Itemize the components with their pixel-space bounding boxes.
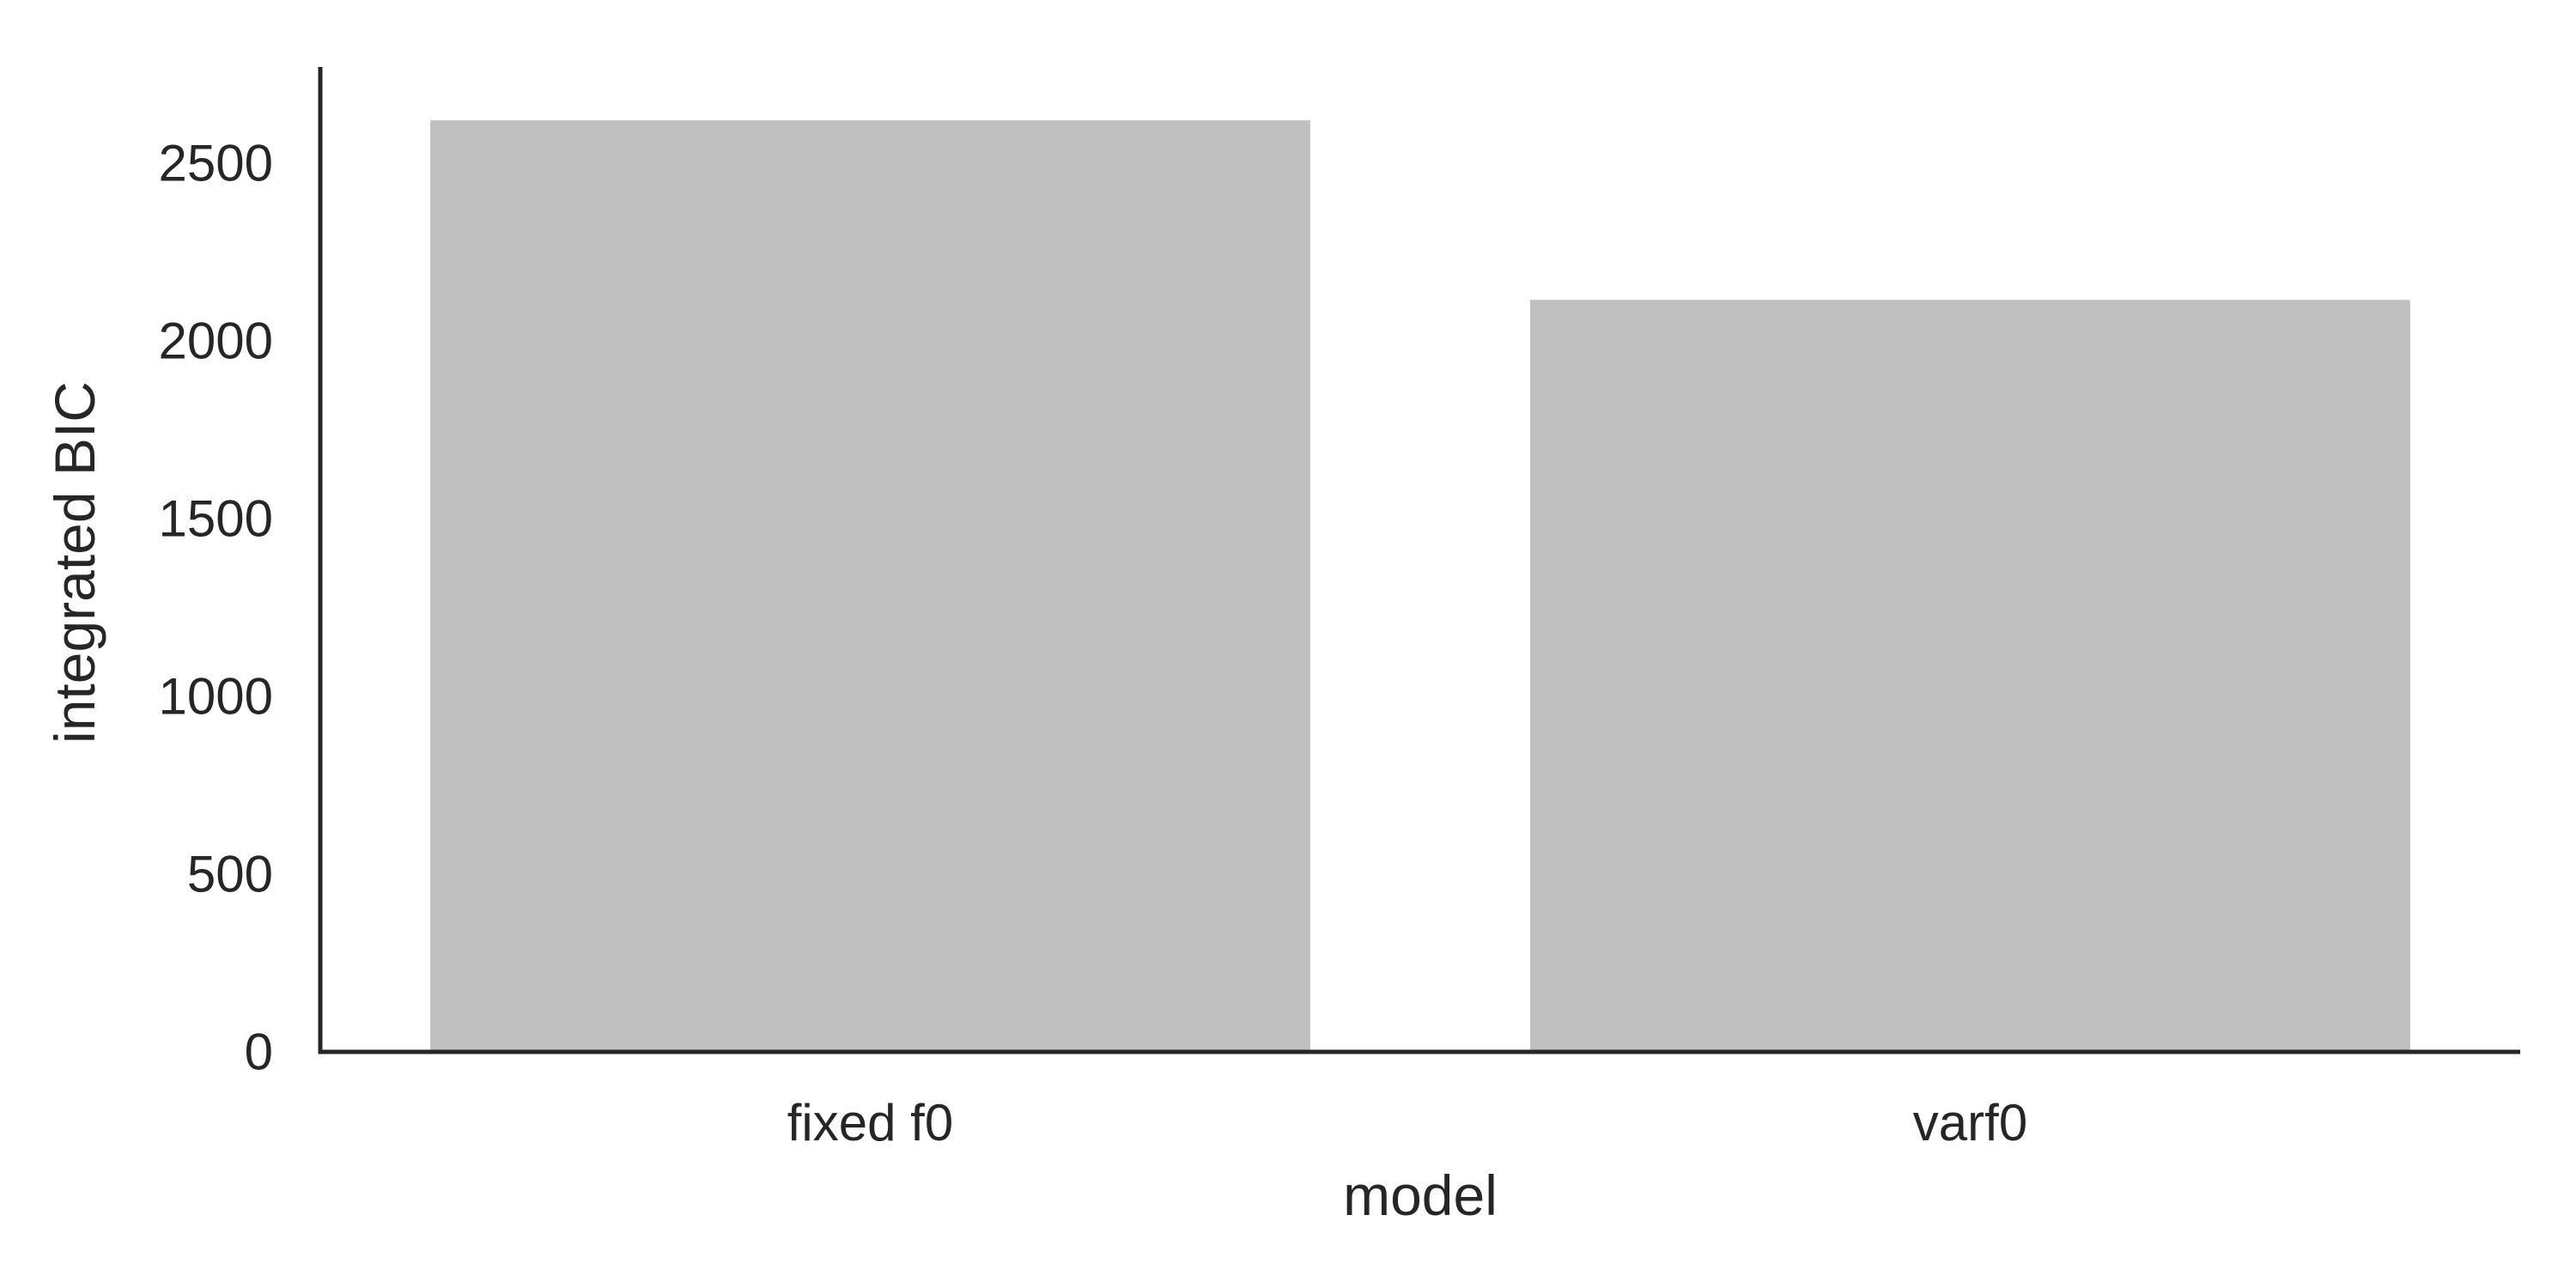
x-axis-label: model [1343,1163,1498,1227]
bars-group [430,120,2410,1052]
y-axis-label: integrated BIC [43,381,106,744]
y-tick-label: 2500 [159,134,273,191]
x-tick-label: varf0 [1913,1094,2027,1151]
bar-fixed-f0 [430,120,1310,1052]
y-tick-label: 1500 [159,489,273,547]
y-tick-label: 2000 [159,312,273,369]
y-tick-label: 1000 [159,667,273,725]
y-tick-label: 0 [245,1024,273,1081]
y-ticks-group: 0 500 1000 1500 2000 2500 [159,134,273,1080]
y-tick-label: 500 [187,845,273,902]
x-ticks-group: fixed f0 varf0 [787,1094,2027,1151]
bar-varf0 [1530,300,2410,1052]
x-tick-label: fixed f0 [787,1094,953,1151]
